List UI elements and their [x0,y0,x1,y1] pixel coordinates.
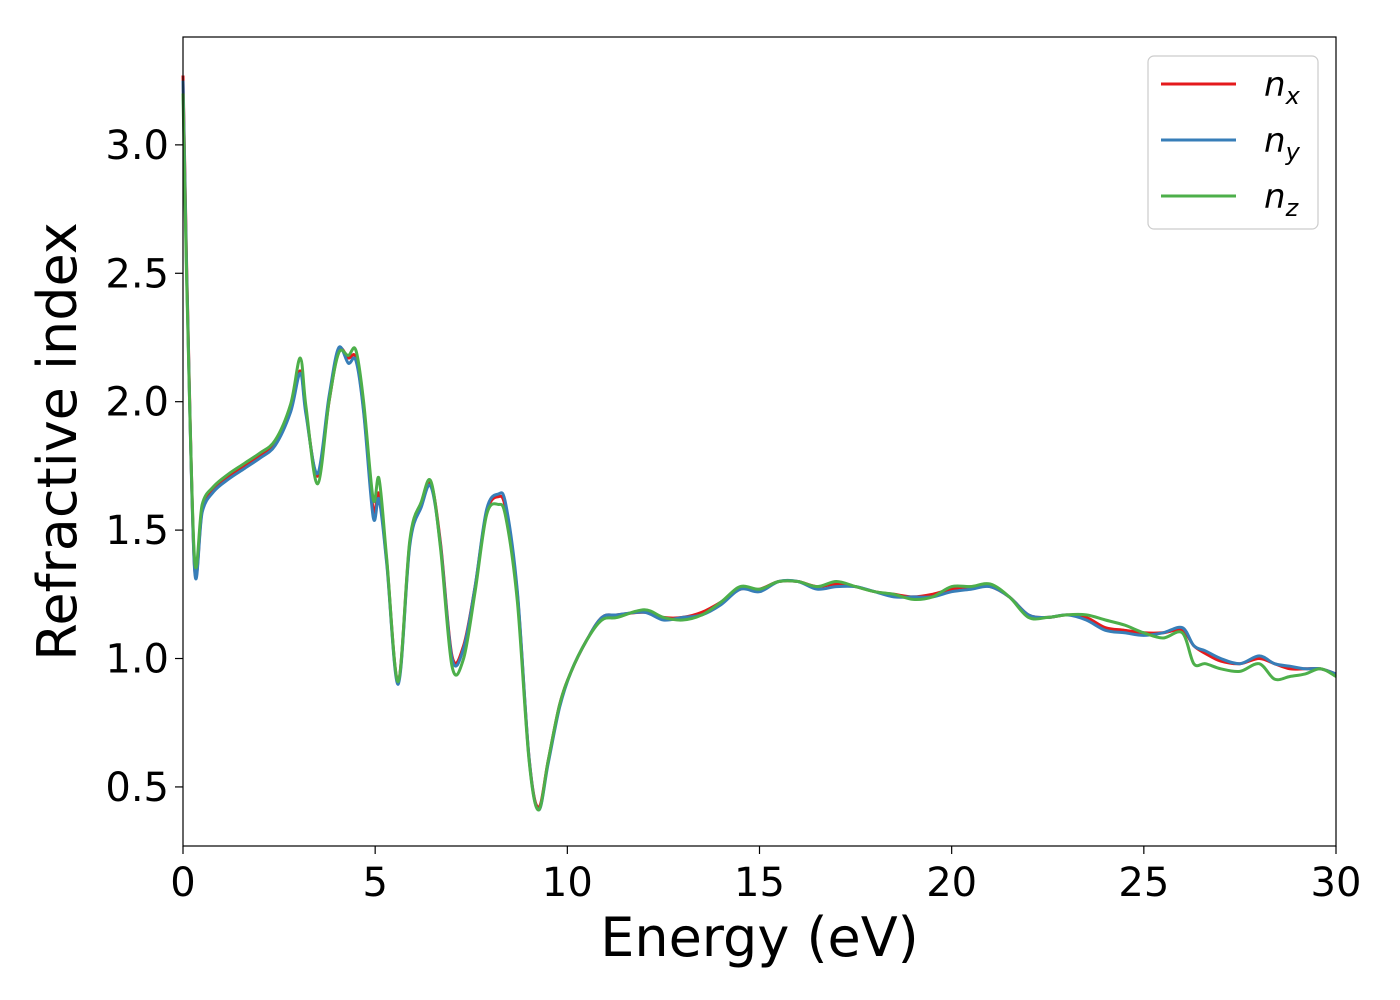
y-tick-label: 2.0 [105,380,169,426]
series-layer [181,75,1337,812]
legend-label-ny: ny [1264,121,1301,166]
legend: nx ny nz [1147,55,1319,230]
x-tick-label: 30 [1311,860,1362,906]
x-tick-label: 10 [542,860,593,906]
legend-label-nz: nz [1264,177,1300,222]
y-tick-label: 2.5 [105,251,169,297]
series-line-nz [181,93,1337,812]
x-tick-label: 0 [170,860,195,906]
y-tick-label: 3.0 [105,123,169,169]
y-tick-label: 1.0 [105,637,169,683]
x-tick-label: 20 [926,860,977,906]
y-tick-label: 1.5 [105,508,169,554]
x-axis-title: Energy (eV) [600,906,919,969]
y-axis-title: Refractive index [26,222,89,661]
legend-label-nx: nx [1264,65,1301,110]
x-axis: 0 5 10 15 20 25 30 [170,846,1361,906]
x-tick-label: 15 [734,860,785,906]
x-tick-label: 25 [1118,860,1169,906]
x-tick-label: 5 [362,860,387,906]
legend-box [1147,55,1319,230]
y-axis: 0.5 1.0 1.5 2.0 2.5 3.0 [105,123,183,811]
y-tick-label: 0.5 [105,765,169,811]
